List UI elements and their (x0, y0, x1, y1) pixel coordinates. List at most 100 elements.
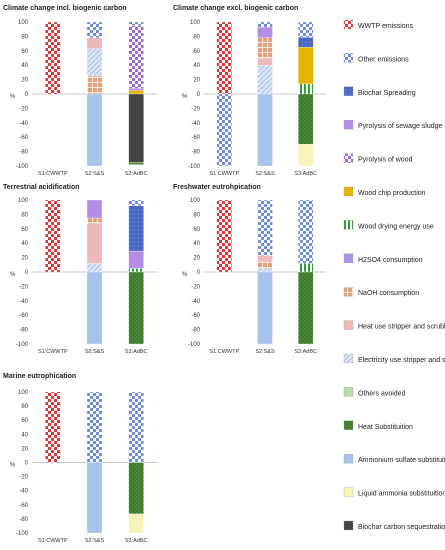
chart-panel-5: Marine eutrophication -100 -80 -60 -40 -20 0 20… (3, 373, 157, 544)
legend-label: Biochar Spreading (358, 90, 416, 97)
legend-label: Heat Substituition (358, 424, 413, 431)
y-tick-label: 60 (21, 418, 28, 424)
legend-swatch (343, 454, 354, 464)
x-category-label: S2:S&S (255, 349, 275, 355)
legend-swatch (343, 487, 354, 497)
legend-item-others_avoided: Others avoided (343, 387, 406, 397)
legend-item-biochar_spread: Biochar Spreading (343, 86, 416, 97)
y-tick-label: -80 (19, 328, 28, 334)
panel-title: Terrestrial acidification (3, 184, 80, 191)
bar-segment-other_emis (128, 199, 144, 206)
legend-label: NaOH consumption (358, 290, 419, 297)
bar-segment-heat_stripper (86, 37, 103, 49)
legend-label: Ammonium sulfate substituition (358, 457, 445, 464)
y-tick-label: 0 (197, 92, 201, 98)
bar-segment-biochar_seq (128, 93, 144, 163)
bar-segment-pyro_wood (128, 25, 144, 89)
bar-segment-naoh (257, 261, 273, 269)
legend-label: Liquid ammonia substituition (358, 491, 445, 498)
bar-segment-liquid_ammonia (298, 144, 314, 167)
x-category-label: S3:AdBC (125, 171, 148, 177)
bar-segment-heat_subst (128, 462, 144, 515)
bar-segment-other_emis (86, 391, 103, 463)
y-tick-label: -100 (16, 531, 29, 537)
y-tick-label: 80 (21, 212, 28, 218)
panel-title: Climate change incl. biogenic carbon (3, 5, 127, 12)
y-tick-label: 60 (193, 227, 200, 233)
bar-segment-other_emis (257, 199, 273, 256)
bar-segment-heat_subst (298, 93, 314, 145)
x-category-label: S2:S&S (85, 349, 105, 355)
legend-item-h2so4: H2SO4 consumption (343, 253, 423, 264)
y-tick-label: -100 (16, 164, 29, 170)
legend-label: Other emissions (358, 56, 409, 63)
y-tick-label: 0 (25, 92, 29, 98)
x-category-label: S1:CWWTP (38, 171, 68, 177)
legend-swatch (343, 120, 354, 130)
y-tick-label: -80 (191, 150, 200, 156)
x-category-label: S3:AdBC (294, 171, 317, 177)
y-axis-label: % (10, 94, 16, 100)
y-tick-label: -40 (191, 299, 200, 305)
y-tick-label: -40 (191, 121, 200, 127)
chart-panel-4: Freshwater eutrohpication -100 -80 -60 -40 -2… (173, 184, 326, 355)
bar-segment-other_emis (128, 391, 144, 463)
y-tick-label: -20 (19, 106, 28, 112)
bar-segment-other_emis (257, 21, 273, 28)
bar-segment-naoh (86, 217, 103, 224)
bar-segment-wwtp (45, 199, 61, 273)
y-tick-label: -80 (191, 328, 200, 334)
legend-item-naoh: NaOH consumption (343, 287, 419, 297)
bar-segment-liquid_ammonia (128, 513, 144, 534)
y-tick-label: 40 (21, 63, 28, 69)
x-category-label: S1:CWWTP (210, 349, 240, 355)
y-tick-label: -60 (191, 313, 200, 319)
legend-swatch (343, 86, 354, 96)
y-tick-label: 20 (193, 256, 200, 262)
y-tick-label: -40 (19, 489, 28, 495)
y-tick-label: -100 (16, 342, 29, 348)
legend-swatch (343, 387, 354, 397)
legend-swatch (343, 53, 354, 63)
bar-segment-other_emis (128, 21, 144, 26)
x-category-label: S1:CWWTP (210, 171, 240, 177)
bar-segment-heat_stripper (257, 57, 273, 66)
y-tick-label: 0 (25, 461, 29, 467)
y-tick-label: -20 (191, 284, 200, 290)
legend-item-ammonium_sulfate: Ammonium sulfate substituition (343, 454, 445, 464)
bar-segment-naoh (86, 75, 103, 95)
legend-swatch (343, 420, 354, 430)
legend-label: Pyrolysis of sewage sludge (358, 123, 443, 130)
bar-segment-other_emis (298, 21, 314, 38)
legend-item-biochar_seq: Biochar carbon sequestration (343, 520, 445, 531)
panel-title: Freshwater eutrohpication (173, 184, 261, 191)
y-tick-label: -20 (19, 475, 28, 481)
y-tick-label: 100 (190, 20, 201, 26)
chart-panel-3: Terrestrial acidification -100 -80 -60 -40 -2… (3, 184, 157, 355)
bar-segment-wwtp (45, 391, 61, 463)
y-tick-label: -60 (19, 313, 28, 319)
y-tick-label: 60 (21, 227, 28, 233)
legend-item-pyro_wood: Pyrolysis of wood (343, 153, 413, 164)
y-axis-label: % (182, 272, 188, 278)
y-axis-label: % (10, 272, 16, 278)
legend-label: Pyrolysis of wood (358, 157, 413, 164)
bar-segment-elec_stripper (86, 263, 103, 273)
x-category-label: S2:S&S (255, 171, 275, 177)
y-tick-label: -60 (19, 503, 28, 509)
legend-swatch (343, 186, 354, 197)
legend-item-wood_chip: Wood chip production (343, 186, 426, 197)
legend-item-heat_stripper: Heat use stripper and scrubber (343, 320, 445, 331)
bar-segment-ammonium_sulfate (86, 462, 103, 534)
legend-item-pyro_sludge: Pyrolysis of sewage sludge (343, 120, 443, 130)
y-tick-label: 20 (21, 446, 28, 452)
legend-label: Heat use stripper and scrubber (358, 324, 445, 331)
y-tick-label: 100 (18, 198, 29, 204)
y-tick-label: 40 (193, 63, 200, 69)
y-tick-label: -40 (19, 121, 28, 127)
y-axis-label: % (10, 463, 16, 469)
bar-segment-other_emis (216, 93, 232, 167)
x-category-label: S1:CWWTP (38, 349, 68, 355)
y-tick-label: 20 (21, 78, 28, 84)
